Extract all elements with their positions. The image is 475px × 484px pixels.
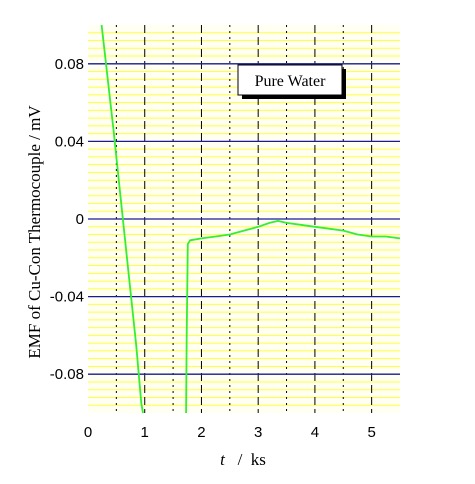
- x-axis-label-unit: / ks: [229, 450, 266, 469]
- x-axis-label: t / ks: [220, 450, 266, 469]
- x-tick-label: 2: [197, 424, 205, 441]
- y-tick-label: -0.08: [50, 366, 84, 383]
- x-tick-label: 1: [141, 424, 149, 441]
- y-tick-label: -0.04: [50, 289, 84, 306]
- x-axis-label-symbol: t: [220, 450, 226, 469]
- x-tick-label: 5: [367, 424, 375, 441]
- y-tick-label: 0.04: [55, 133, 84, 150]
- x-tick-label: 0: [84, 424, 92, 441]
- tick-labels: 0 1 2 3 4 5 -0.08 -0.04 0 0.04 0.08: [50, 56, 376, 441]
- legend-box: [237, 64, 343, 96]
- x-tick-label: 4: [311, 424, 319, 441]
- y-tick-label: 0: [76, 211, 84, 228]
- y-axis-label: EMF of Cu-Con Thermocouple / mV: [25, 105, 44, 359]
- series-line: [100, 24, 144, 414]
- legend: Pure Water: [237, 64, 346, 99]
- series-line: [185, 219, 401, 414]
- x-tick-label: 3: [254, 424, 262, 441]
- legend-label: Pure Water: [255, 73, 327, 90]
- series-layer: [100, 24, 401, 414]
- y-tick-label: 0.08: [55, 56, 84, 73]
